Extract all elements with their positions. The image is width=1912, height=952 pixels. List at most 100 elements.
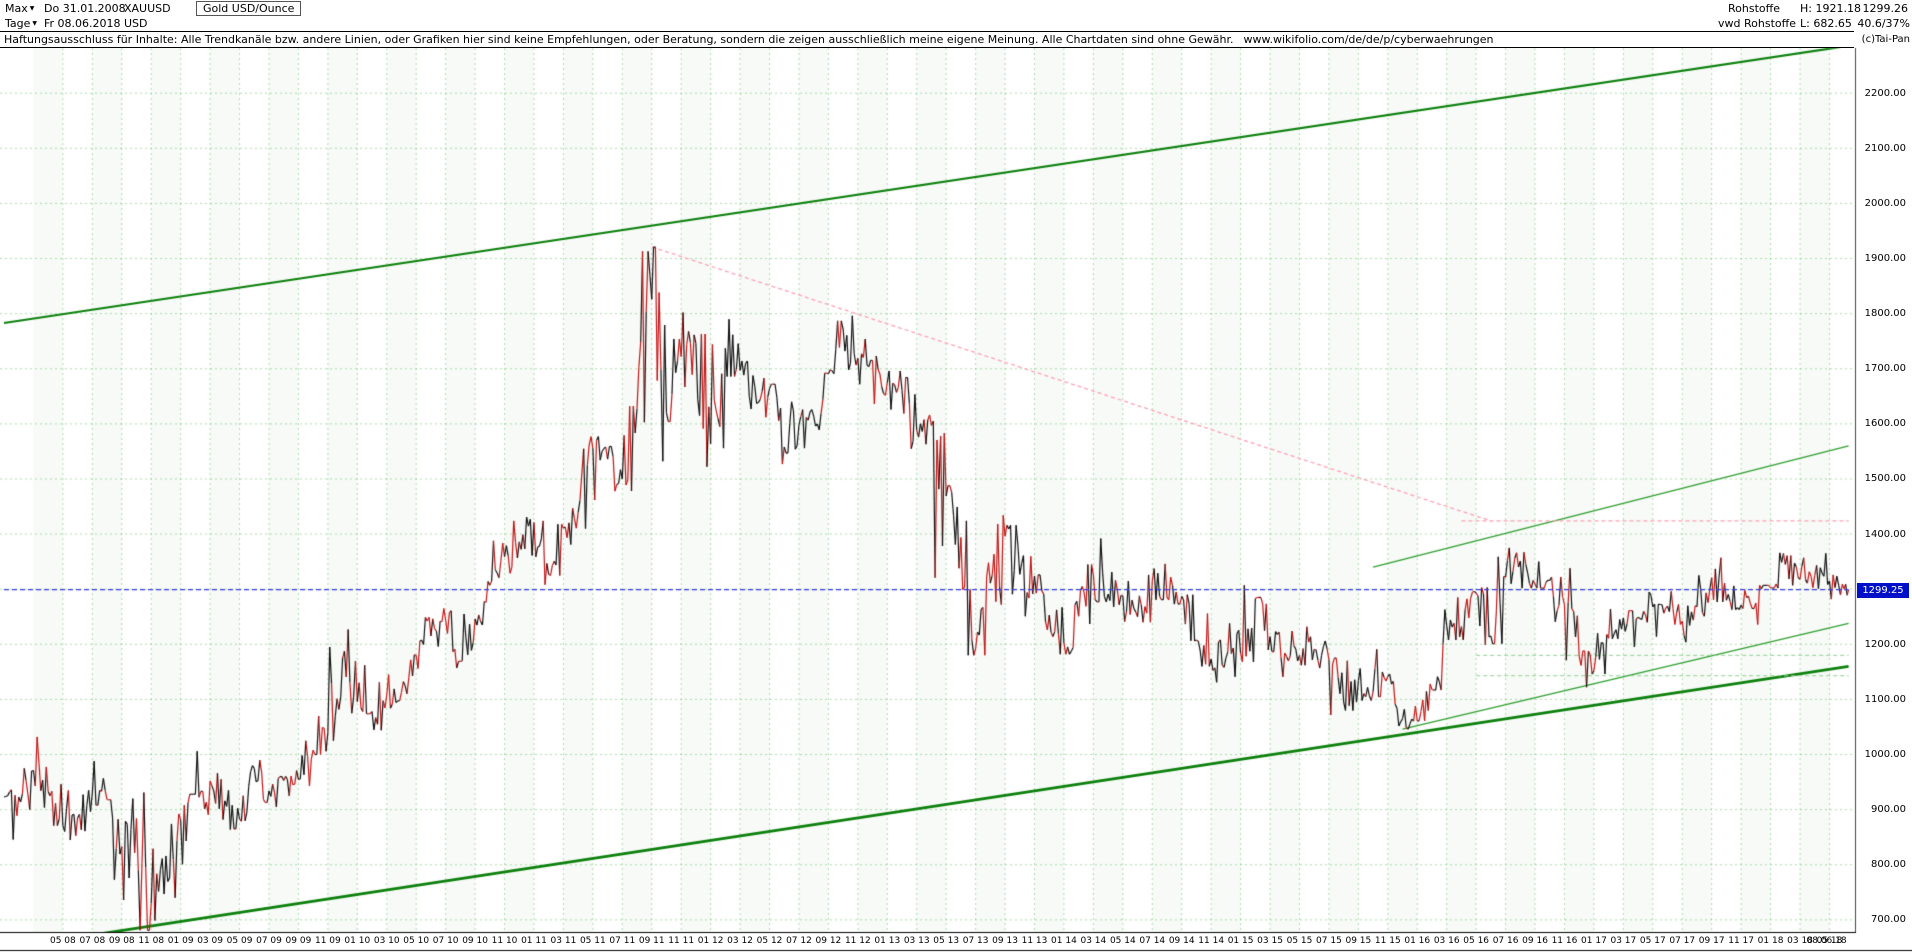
currency-label: USD bbox=[124, 17, 148, 30]
y-axis-label: 1600.00 bbox=[1864, 418, 1906, 430]
x-axis-label: 11 13 bbox=[1021, 936, 1048, 946]
y-axis-label: 2100.00 bbox=[1864, 142, 1906, 154]
x-axis-label: 11 14 bbox=[1198, 936, 1225, 946]
x-axis-label: 09 13 bbox=[992, 936, 1018, 946]
disclaimer-text: Haftungsausschluss für Inhalte: Alle Tre… bbox=[4, 33, 1234, 46]
x-axis-label: 01 15 bbox=[1227, 936, 1254, 946]
x-axis-label: 05 13 bbox=[933, 936, 960, 946]
x-axis-label: 11 10 bbox=[491, 936, 518, 946]
x-axis-label: 03 11 bbox=[550, 936, 577, 946]
x-axis-label: 09 12 bbox=[815, 936, 842, 946]
x-axis-label: 01 16 bbox=[1404, 936, 1431, 946]
x-axis-label: 03 09 bbox=[197, 936, 223, 946]
x-axis-label: 07 12 bbox=[786, 936, 812, 946]
x-axis-label: 03 18 bbox=[1787, 936, 1813, 946]
x-axis-label: 01 13 bbox=[874, 936, 901, 946]
x-axis-label: 05 08 bbox=[49, 936, 76, 946]
x-axis-label: 09 16 bbox=[1522, 936, 1548, 946]
x-axis-label: 05 17 bbox=[1639, 936, 1666, 946]
y-axis-label: 1900.00 bbox=[1864, 253, 1906, 265]
x-axis-label: 03 16 bbox=[1433, 936, 1460, 946]
y-axis-label: 2000.00 bbox=[1864, 197, 1906, 209]
x-axis-label: 05 12 bbox=[756, 936, 783, 946]
close-display: 1299.26 bbox=[1862, 2, 1909, 15]
x-axis-label: 05 14 bbox=[1109, 936, 1136, 946]
x-axis-label: 07 11 bbox=[609, 936, 636, 946]
x-axis-label: 07 14 bbox=[1139, 936, 1166, 946]
instrument-title-box: Gold USD/Ounce bbox=[196, 1, 302, 16]
x-axis-label: 01 14 bbox=[1051, 936, 1077, 946]
start-date-field[interactable]: Do 31.01.2008 bbox=[44, 2, 126, 15]
x-axis-label: 03 15 bbox=[1257, 936, 1283, 946]
y-axis-label: 700.00 bbox=[1871, 914, 1906, 926]
x-axis-label: 11 17 bbox=[1728, 936, 1755, 946]
x-axis-label: 03 13 bbox=[903, 936, 930, 946]
symbol-label: XAUUSD bbox=[124, 2, 171, 15]
x-axis-label: 09 17 bbox=[1698, 936, 1725, 946]
x-axis-label: 05 10 bbox=[403, 936, 430, 946]
x-axis-label: 05 11 bbox=[579, 936, 606, 946]
disclaimer-url[interactable]: www.wikifolio.com/de/de/p/cyberwaehrunge… bbox=[1243, 33, 1494, 46]
x-axis-label: 03 14 bbox=[1080, 936, 1107, 946]
x-axis-label: 01 12 bbox=[697, 936, 724, 946]
y-axis: 1299.25 2200.00 2100.00 2000.00 1900.00 1800… bbox=[1856, 0, 1912, 952]
y-axis-label: 2200.00 bbox=[1864, 87, 1906, 99]
x-axis-label: 01 10 bbox=[344, 936, 371, 946]
x-axis-label: 05 16 bbox=[1463, 936, 1490, 946]
range-selector-label: Max bbox=[5, 2, 28, 15]
end-date-field[interactable]: Fr 08.06.2018 bbox=[44, 17, 121, 30]
x-axis-label: 03 12 bbox=[727, 936, 753, 946]
group-label: Rohstoffe bbox=[1728, 2, 1780, 15]
x-axis-label: 07 08 bbox=[79, 936, 106, 946]
x-axis-label: 07 15 bbox=[1316, 936, 1342, 946]
current-price-marker: 1299.25 bbox=[1857, 582, 1909, 598]
x-axis-label: 11 11 bbox=[668, 936, 695, 946]
x-axis: 05 08 07 08 09 08 11 08 01 09 03 09 05 09 07 09… bbox=[0, 934, 1856, 950]
range-percent-label: 40.6/37% bbox=[1857, 17, 1910, 30]
all-time-high-label: H: 1921.18 bbox=[1800, 2, 1861, 15]
y-axis-label: 1700.00 bbox=[1864, 363, 1906, 375]
y-axis-label: 1000.00 bbox=[1864, 749, 1906, 761]
x-axis-label: 09 09 bbox=[285, 936, 312, 946]
x-axis-label: 09 15 bbox=[1345, 936, 1372, 946]
x-axis-label: 07 13 bbox=[962, 936, 989, 946]
x-axis-label: 11 09 bbox=[314, 936, 341, 946]
provider-label: vwd Rohstoffe bbox=[1718, 17, 1796, 30]
x-axis-label: 07 17 bbox=[1669, 936, 1696, 946]
x-axis-label: 08.06.18 bbox=[1806, 936, 1847, 946]
copyright-label: (c)Tai-Pan bbox=[1861, 34, 1910, 45]
chevron-down-icon: ▼ bbox=[29, 5, 35, 12]
x-axis-label: 05 15 bbox=[1286, 936, 1313, 946]
x-axis-label: 07 09 bbox=[256, 936, 282, 946]
x-axis-label: 01 11 bbox=[521, 936, 547, 946]
x-axis-label: 05 09 bbox=[226, 936, 253, 946]
x-axis-label: 01 17 bbox=[1581, 936, 1607, 946]
range-selector[interactable]: Max ▼ bbox=[5, 2, 34, 16]
x-axis-label: 09 10 bbox=[462, 936, 488, 946]
all-time-low-label: L: 682.65 bbox=[1800, 17, 1852, 30]
x-axis-label: 05 18 bbox=[1816, 936, 1843, 946]
y-axis-label: 1400.00 bbox=[1864, 528, 1906, 540]
x-axis-label: 03 17 bbox=[1610, 936, 1637, 946]
period-selector[interactable]: Tage ▼ bbox=[5, 17, 37, 31]
x-axis-label: 11 16 bbox=[1551, 936, 1578, 946]
x-axis-label: 07 10 bbox=[432, 936, 459, 946]
disclaimer-bar: Haftungsausschluss für Inhalte: Alle Tre… bbox=[0, 31, 1854, 48]
x-axis-label: 09 14 bbox=[1168, 936, 1195, 946]
x-axis-label: 11 12 bbox=[844, 936, 871, 946]
y-axis-label: 1100.00 bbox=[1864, 693, 1906, 705]
x-axis-label: 07 16 bbox=[1492, 936, 1519, 946]
y-axis-label: 1800.00 bbox=[1864, 308, 1906, 320]
x-axis-label: 11 08 bbox=[138, 936, 165, 946]
y-axis-label: 800.00 bbox=[1871, 859, 1906, 871]
chevron-down-icon: ▼ bbox=[32, 20, 38, 27]
y-axis-label: 1200.00 bbox=[1864, 638, 1906, 650]
x-axis-label: 03 10 bbox=[373, 936, 400, 946]
x-axis-label: 01 09 bbox=[167, 936, 194, 946]
x-axis-label: 09 08 bbox=[108, 936, 135, 946]
x-axis-label: 09 11 bbox=[638, 936, 665, 946]
y-axis-label: 900.00 bbox=[1871, 804, 1906, 816]
y-axis-label: 1500.00 bbox=[1864, 473, 1906, 485]
